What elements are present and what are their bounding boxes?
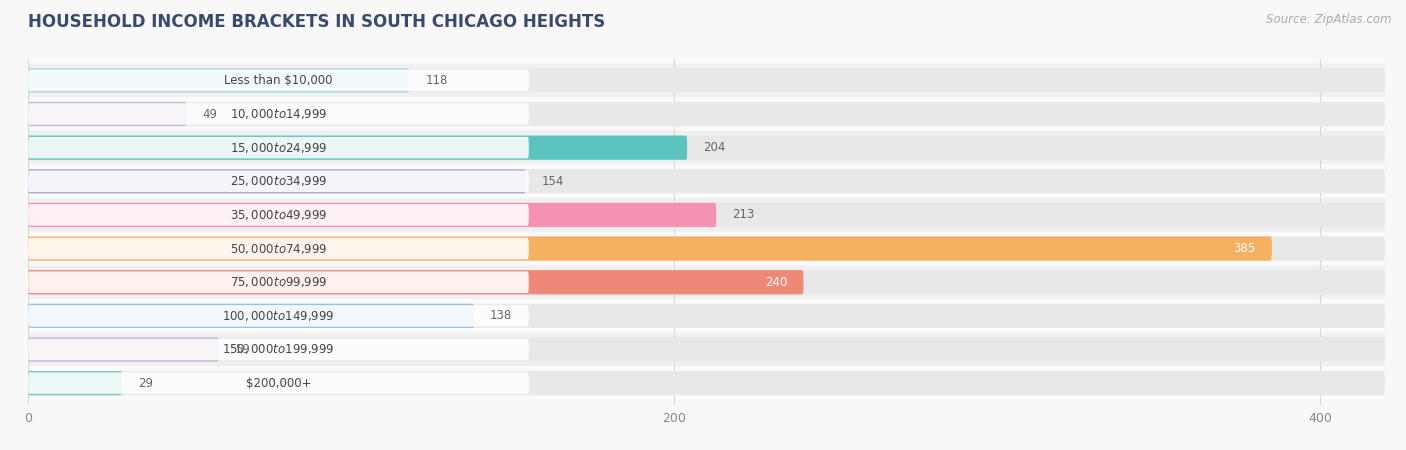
Text: 154: 154 [541,175,564,188]
FancyBboxPatch shape [28,270,1385,294]
Text: 59: 59 [235,343,250,356]
FancyBboxPatch shape [28,236,1272,261]
Text: 385: 385 [1233,242,1256,255]
FancyBboxPatch shape [28,135,1385,160]
FancyBboxPatch shape [28,372,529,394]
FancyBboxPatch shape [28,70,529,91]
FancyBboxPatch shape [28,102,1385,126]
FancyBboxPatch shape [28,171,529,192]
FancyBboxPatch shape [28,338,1385,362]
FancyBboxPatch shape [28,203,716,227]
FancyBboxPatch shape [28,271,529,293]
FancyBboxPatch shape [28,103,529,125]
Text: HOUSEHOLD INCOME BRACKETS IN SOUTH CHICAGO HEIGHTS: HOUSEHOLD INCOME BRACKETS IN SOUTH CHICA… [28,13,606,31]
FancyBboxPatch shape [28,68,1385,93]
FancyBboxPatch shape [13,366,1400,400]
Text: $25,000 to $34,999: $25,000 to $34,999 [229,174,328,188]
Text: 204: 204 [703,141,725,154]
FancyBboxPatch shape [28,371,122,395]
Text: Source: ZipAtlas.com: Source: ZipAtlas.com [1267,14,1392,27]
Text: $35,000 to $49,999: $35,000 to $49,999 [229,208,328,222]
FancyBboxPatch shape [28,304,474,328]
Text: $100,000 to $149,999: $100,000 to $149,999 [222,309,335,323]
FancyBboxPatch shape [13,299,1400,333]
Text: $200,000+: $200,000+ [246,377,311,390]
FancyBboxPatch shape [13,232,1400,266]
Text: Less than $10,000: Less than $10,000 [224,74,333,87]
FancyBboxPatch shape [13,63,1400,97]
FancyBboxPatch shape [28,238,529,259]
FancyBboxPatch shape [28,203,1385,227]
Text: 138: 138 [491,309,512,322]
FancyBboxPatch shape [28,339,529,360]
FancyBboxPatch shape [28,169,1385,194]
FancyBboxPatch shape [28,204,529,226]
FancyBboxPatch shape [13,333,1400,366]
FancyBboxPatch shape [28,305,529,327]
Text: 240: 240 [765,276,787,289]
FancyBboxPatch shape [13,198,1400,232]
FancyBboxPatch shape [13,131,1400,164]
FancyBboxPatch shape [28,135,688,160]
FancyBboxPatch shape [28,137,529,158]
FancyBboxPatch shape [28,270,803,294]
FancyBboxPatch shape [28,68,409,93]
Text: $75,000 to $99,999: $75,000 to $99,999 [229,275,328,289]
Text: $15,000 to $24,999: $15,000 to $24,999 [229,141,328,155]
Text: $50,000 to $74,999: $50,000 to $74,999 [229,242,328,256]
FancyBboxPatch shape [13,266,1400,299]
FancyBboxPatch shape [28,304,1385,328]
FancyBboxPatch shape [28,169,526,194]
FancyBboxPatch shape [13,164,1400,198]
Text: 118: 118 [426,74,449,87]
Text: $150,000 to $199,999: $150,000 to $199,999 [222,342,335,356]
FancyBboxPatch shape [28,236,1385,261]
FancyBboxPatch shape [28,102,187,126]
Text: $10,000 to $14,999: $10,000 to $14,999 [229,107,328,121]
Text: 213: 213 [733,208,755,221]
FancyBboxPatch shape [28,338,219,362]
FancyBboxPatch shape [13,97,1400,131]
FancyBboxPatch shape [28,371,1385,395]
Text: 29: 29 [138,377,153,390]
Text: 49: 49 [202,108,218,121]
